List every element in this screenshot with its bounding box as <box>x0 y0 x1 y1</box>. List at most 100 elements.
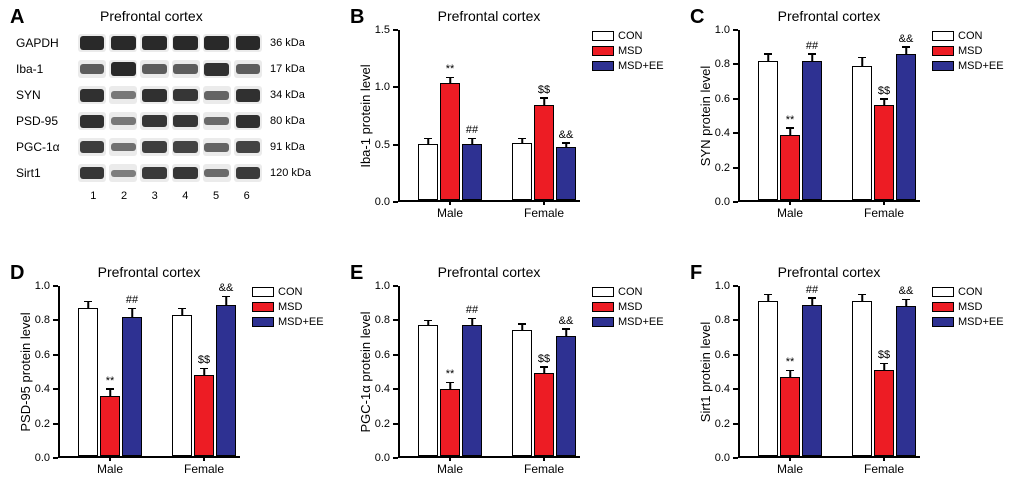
protein-label: Sirt1 <box>16 166 78 180</box>
band <box>173 89 198 102</box>
size-label: 80 kDa <box>270 115 330 127</box>
y-tick-label: 0.0 <box>715 196 730 208</box>
error-cap <box>518 138 526 140</box>
x-tick-label: Female <box>184 462 224 476</box>
lane <box>109 112 137 130</box>
band <box>173 115 198 128</box>
x-tick-label: Female <box>524 206 564 220</box>
legend-label: MSD+EE <box>278 316 324 328</box>
panel-letter: D <box>10 262 24 285</box>
error-cap <box>178 308 186 310</box>
error-bar <box>861 57 863 66</box>
legend-item: MSD+EE <box>592 316 664 328</box>
legend-swatch <box>932 46 954 56</box>
y-tick <box>393 388 398 390</box>
bar <box>556 336 576 456</box>
bar <box>418 325 438 456</box>
legend-label: CON <box>618 30 642 42</box>
plot-area: 0.00.51.01.5MaleFemale**##$$&& <box>398 30 580 202</box>
bar <box>534 373 554 456</box>
blot-row-Sirt1: Sirt1120 kDa <box>16 164 330 182</box>
error-bar <box>449 382 451 389</box>
y-tick-label: 0.2 <box>715 162 730 174</box>
error-cap <box>858 294 866 296</box>
band <box>111 91 136 99</box>
lane <box>78 34 106 52</box>
legend: CONMSDMSD+EE <box>932 30 1004 75</box>
lane <box>78 164 106 182</box>
legend-label: MSD+EE <box>618 316 664 328</box>
significance-marker: ** <box>106 375 115 387</box>
significance-marker: $$ <box>878 85 890 97</box>
error-bar <box>861 294 863 301</box>
band <box>80 64 105 74</box>
plot-area: 0.00.20.40.60.81.0MaleFemale**##$$&& <box>738 286 920 458</box>
legend-swatch <box>932 317 954 327</box>
band <box>80 167 105 180</box>
band <box>236 141 261 153</box>
error-cap <box>446 382 454 384</box>
bar <box>440 389 460 456</box>
error-bar <box>565 329 567 336</box>
legend-item: MSD+EE <box>932 316 1004 328</box>
y-axis-label: Sirt1 protein level <box>698 322 713 422</box>
lane <box>203 164 231 182</box>
y-tick-label: 0.2 <box>375 418 390 430</box>
panel-letter: B <box>350 6 364 29</box>
significance-marker: && <box>899 285 914 297</box>
legend-item: MSD <box>592 45 664 57</box>
y-tick <box>733 29 738 31</box>
y-tick-label: 0.5 <box>375 139 390 151</box>
legend-swatch <box>592 46 614 56</box>
x-tick <box>543 200 545 205</box>
significance-marker: $$ <box>538 353 550 365</box>
x-tick <box>543 456 545 461</box>
band <box>142 89 167 102</box>
legend-item: CON <box>932 30 1004 42</box>
lane <box>140 34 168 52</box>
legend-item: MSD <box>932 45 1004 57</box>
x-tick-label: Female <box>524 462 564 476</box>
error-bar <box>521 324 523 331</box>
bar <box>758 61 778 200</box>
chart-title: Prefrontal cortex <box>769 264 889 280</box>
blot-row-GAPDH: GAPDH36 kDa <box>16 34 330 52</box>
y-tick <box>733 201 738 203</box>
protein-label: Iba-1 <box>16 62 78 76</box>
y-tick <box>393 423 398 425</box>
y-tick <box>733 98 738 100</box>
legend-item: MSD <box>252 301 324 313</box>
error-bar <box>543 367 545 374</box>
y-tick-label: 0.4 <box>375 383 390 395</box>
protein-label: GAPDH <box>16 36 78 50</box>
error-cap <box>518 323 526 325</box>
bar <box>418 144 438 200</box>
y-tick <box>393 319 398 321</box>
lane-number: 1 <box>78 190 109 202</box>
plot-area: 0.00.20.40.60.81.0MaleFemale**##$$&& <box>738 30 920 202</box>
y-tick-label: 0.0 <box>375 452 390 464</box>
lane <box>203 60 231 78</box>
legend-item: CON <box>592 30 664 42</box>
y-tick <box>733 132 738 134</box>
significance-marker: ## <box>126 294 138 306</box>
legend: CONMSDMSD+EE <box>252 286 324 331</box>
blot-lanes <box>78 86 262 104</box>
y-tick <box>53 457 58 459</box>
significance-marker: $$ <box>198 354 210 366</box>
y-tick <box>393 144 398 146</box>
legend: CONMSDMSD+EE <box>592 30 664 75</box>
band <box>173 167 198 180</box>
bar <box>852 66 872 200</box>
x-tick-label: Male <box>437 206 463 220</box>
lane <box>203 138 231 156</box>
x-tick-label: Male <box>97 462 123 476</box>
band <box>236 89 261 102</box>
error-bar <box>203 368 205 375</box>
band <box>236 36 261 50</box>
y-tick <box>393 86 398 88</box>
y-tick-label: 1.0 <box>35 280 50 292</box>
protein-label: PSD-95 <box>16 114 78 128</box>
y-tick <box>393 354 398 356</box>
plot-area: 0.00.20.40.60.81.0MaleFemale**##$$&& <box>398 286 580 458</box>
